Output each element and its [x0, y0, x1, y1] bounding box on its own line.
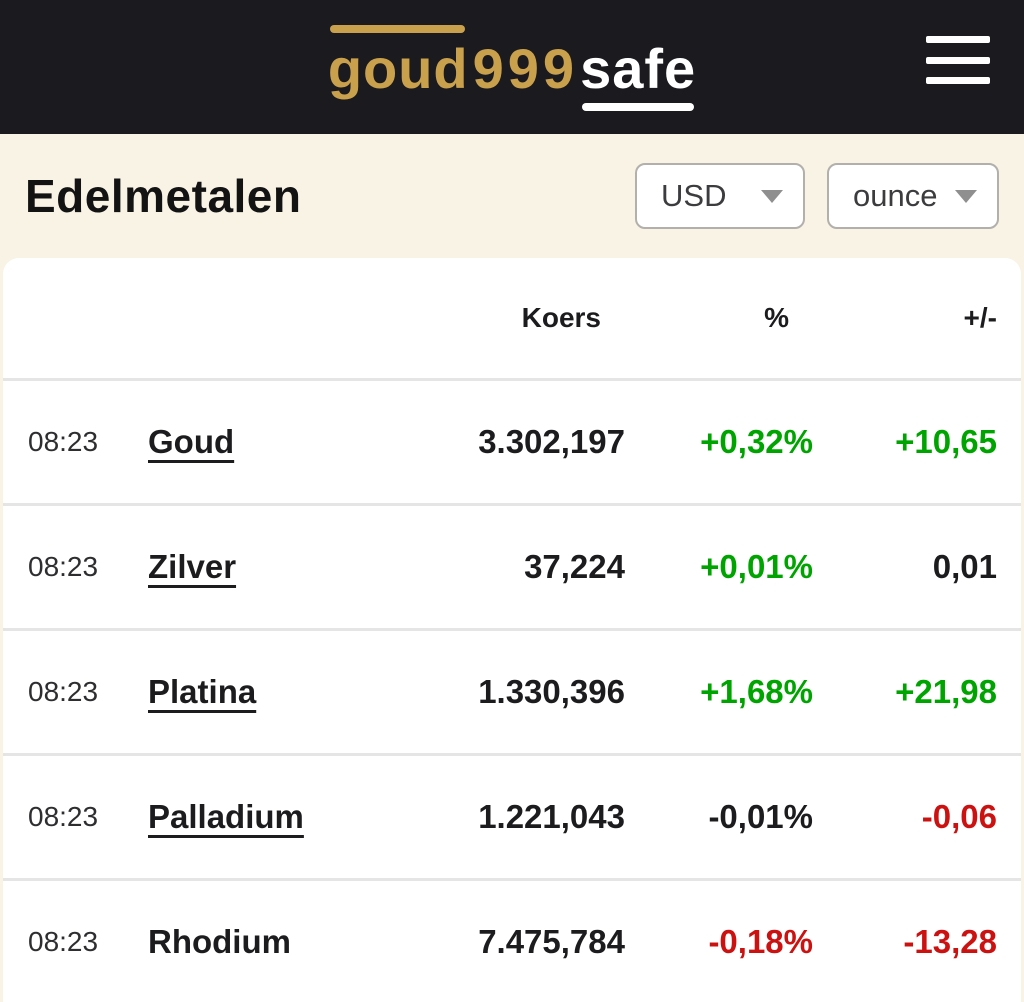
- row-absolute-change: -13,28: [903, 923, 997, 960]
- currency-select-value: USD: [661, 178, 727, 213]
- row-percent-change: -0,01%: [708, 798, 813, 835]
- table-header-row: Koers % +/-: [3, 258, 1021, 378]
- page-title: Edelmetalen: [25, 170, 302, 222]
- row-time: 08:23: [28, 551, 99, 582]
- table-row: 08:23 Rhodium 7.475,784 -0,18% -13,28: [3, 878, 1021, 1002]
- row-percent-change: +0,32%: [700, 423, 813, 460]
- chevron-down-icon: [761, 189, 783, 203]
- metal-name-link[interactable]: Platina: [148, 673, 257, 710]
- table-row: 08:23 Platina 1.330,396 +1,68% +21,98: [3, 628, 1021, 753]
- metal-name-link[interactable]: Zilver: [148, 548, 237, 585]
- row-absolute-change: +10,65: [895, 423, 997, 460]
- chevron-down-icon: [955, 189, 977, 203]
- controls-band: Edelmetalen USD ounce: [0, 134, 1024, 258]
- metal-name-link[interactable]: Goud: [148, 423, 235, 460]
- logo-text-safe: safe: [580, 37, 697, 111]
- table-row: 08:23 Zilver 37,224 +0,01% 0,01: [3, 503, 1021, 628]
- header-pct: %: [764, 302, 789, 333]
- prices-card: Koers % +/- 08:23 Goud 3.302,197 +0,32% …: [3, 258, 1021, 1002]
- unit-select[interactable]: ounce: [827, 163, 999, 229]
- row-koers-value: 1.221,043: [478, 798, 625, 835]
- row-time: 08:23: [28, 676, 99, 707]
- logo: goud 999 safe: [327, 25, 697, 111]
- currency-select[interactable]: USD: [635, 163, 805, 229]
- row-koers-value: 3.302,197: [478, 423, 625, 460]
- row-absolute-change: 0,01: [932, 548, 997, 585]
- hamburger-menu-icon[interactable]: [926, 36, 990, 84]
- row-koers-value: 1.330,396: [478, 673, 625, 710]
- select-group: USD ounce: [635, 163, 999, 229]
- row-percent-change: +0,01%: [700, 548, 813, 585]
- row-koers-value: 37,224: [524, 548, 625, 585]
- row-percent-change: -0,18%: [708, 923, 813, 960]
- header-koers: Koers: [521, 302, 601, 333]
- row-koers-value: 7.475,784: [478, 923, 625, 960]
- table-section: Koers % +/- 08:23 Goud 3.302,197 +0,32% …: [0, 258, 1024, 1002]
- unit-select-value: ounce: [853, 178, 938, 213]
- logo-text-999: 999: [472, 37, 579, 100]
- row-absolute-change: +21,98: [895, 673, 997, 710]
- metal-name-link: Rhodium: [148, 923, 291, 960]
- table-row: 08:23 Goud 3.302,197 +0,32% +10,65: [3, 378, 1021, 503]
- row-time: 08:23: [28, 926, 99, 957]
- row-time: 08:23: [28, 801, 99, 832]
- row-percent-change: +1,68%: [700, 673, 813, 710]
- metal-name-link[interactable]: Palladium: [148, 798, 304, 835]
- logo-text-goud: goud: [327, 25, 469, 100]
- table-row: 08:23 Palladium 1.221,043 -0,01% -0,06: [3, 753, 1021, 878]
- row-absolute-change: -0,06: [921, 798, 997, 835]
- header-delta: +/-: [963, 302, 997, 333]
- top-bar: goud 999 safe: [0, 0, 1024, 134]
- table-body: 08:23 Goud 3.302,197 +0,32% +10,65 08:23…: [3, 378, 1021, 1002]
- row-time: 08:23: [28, 426, 99, 457]
